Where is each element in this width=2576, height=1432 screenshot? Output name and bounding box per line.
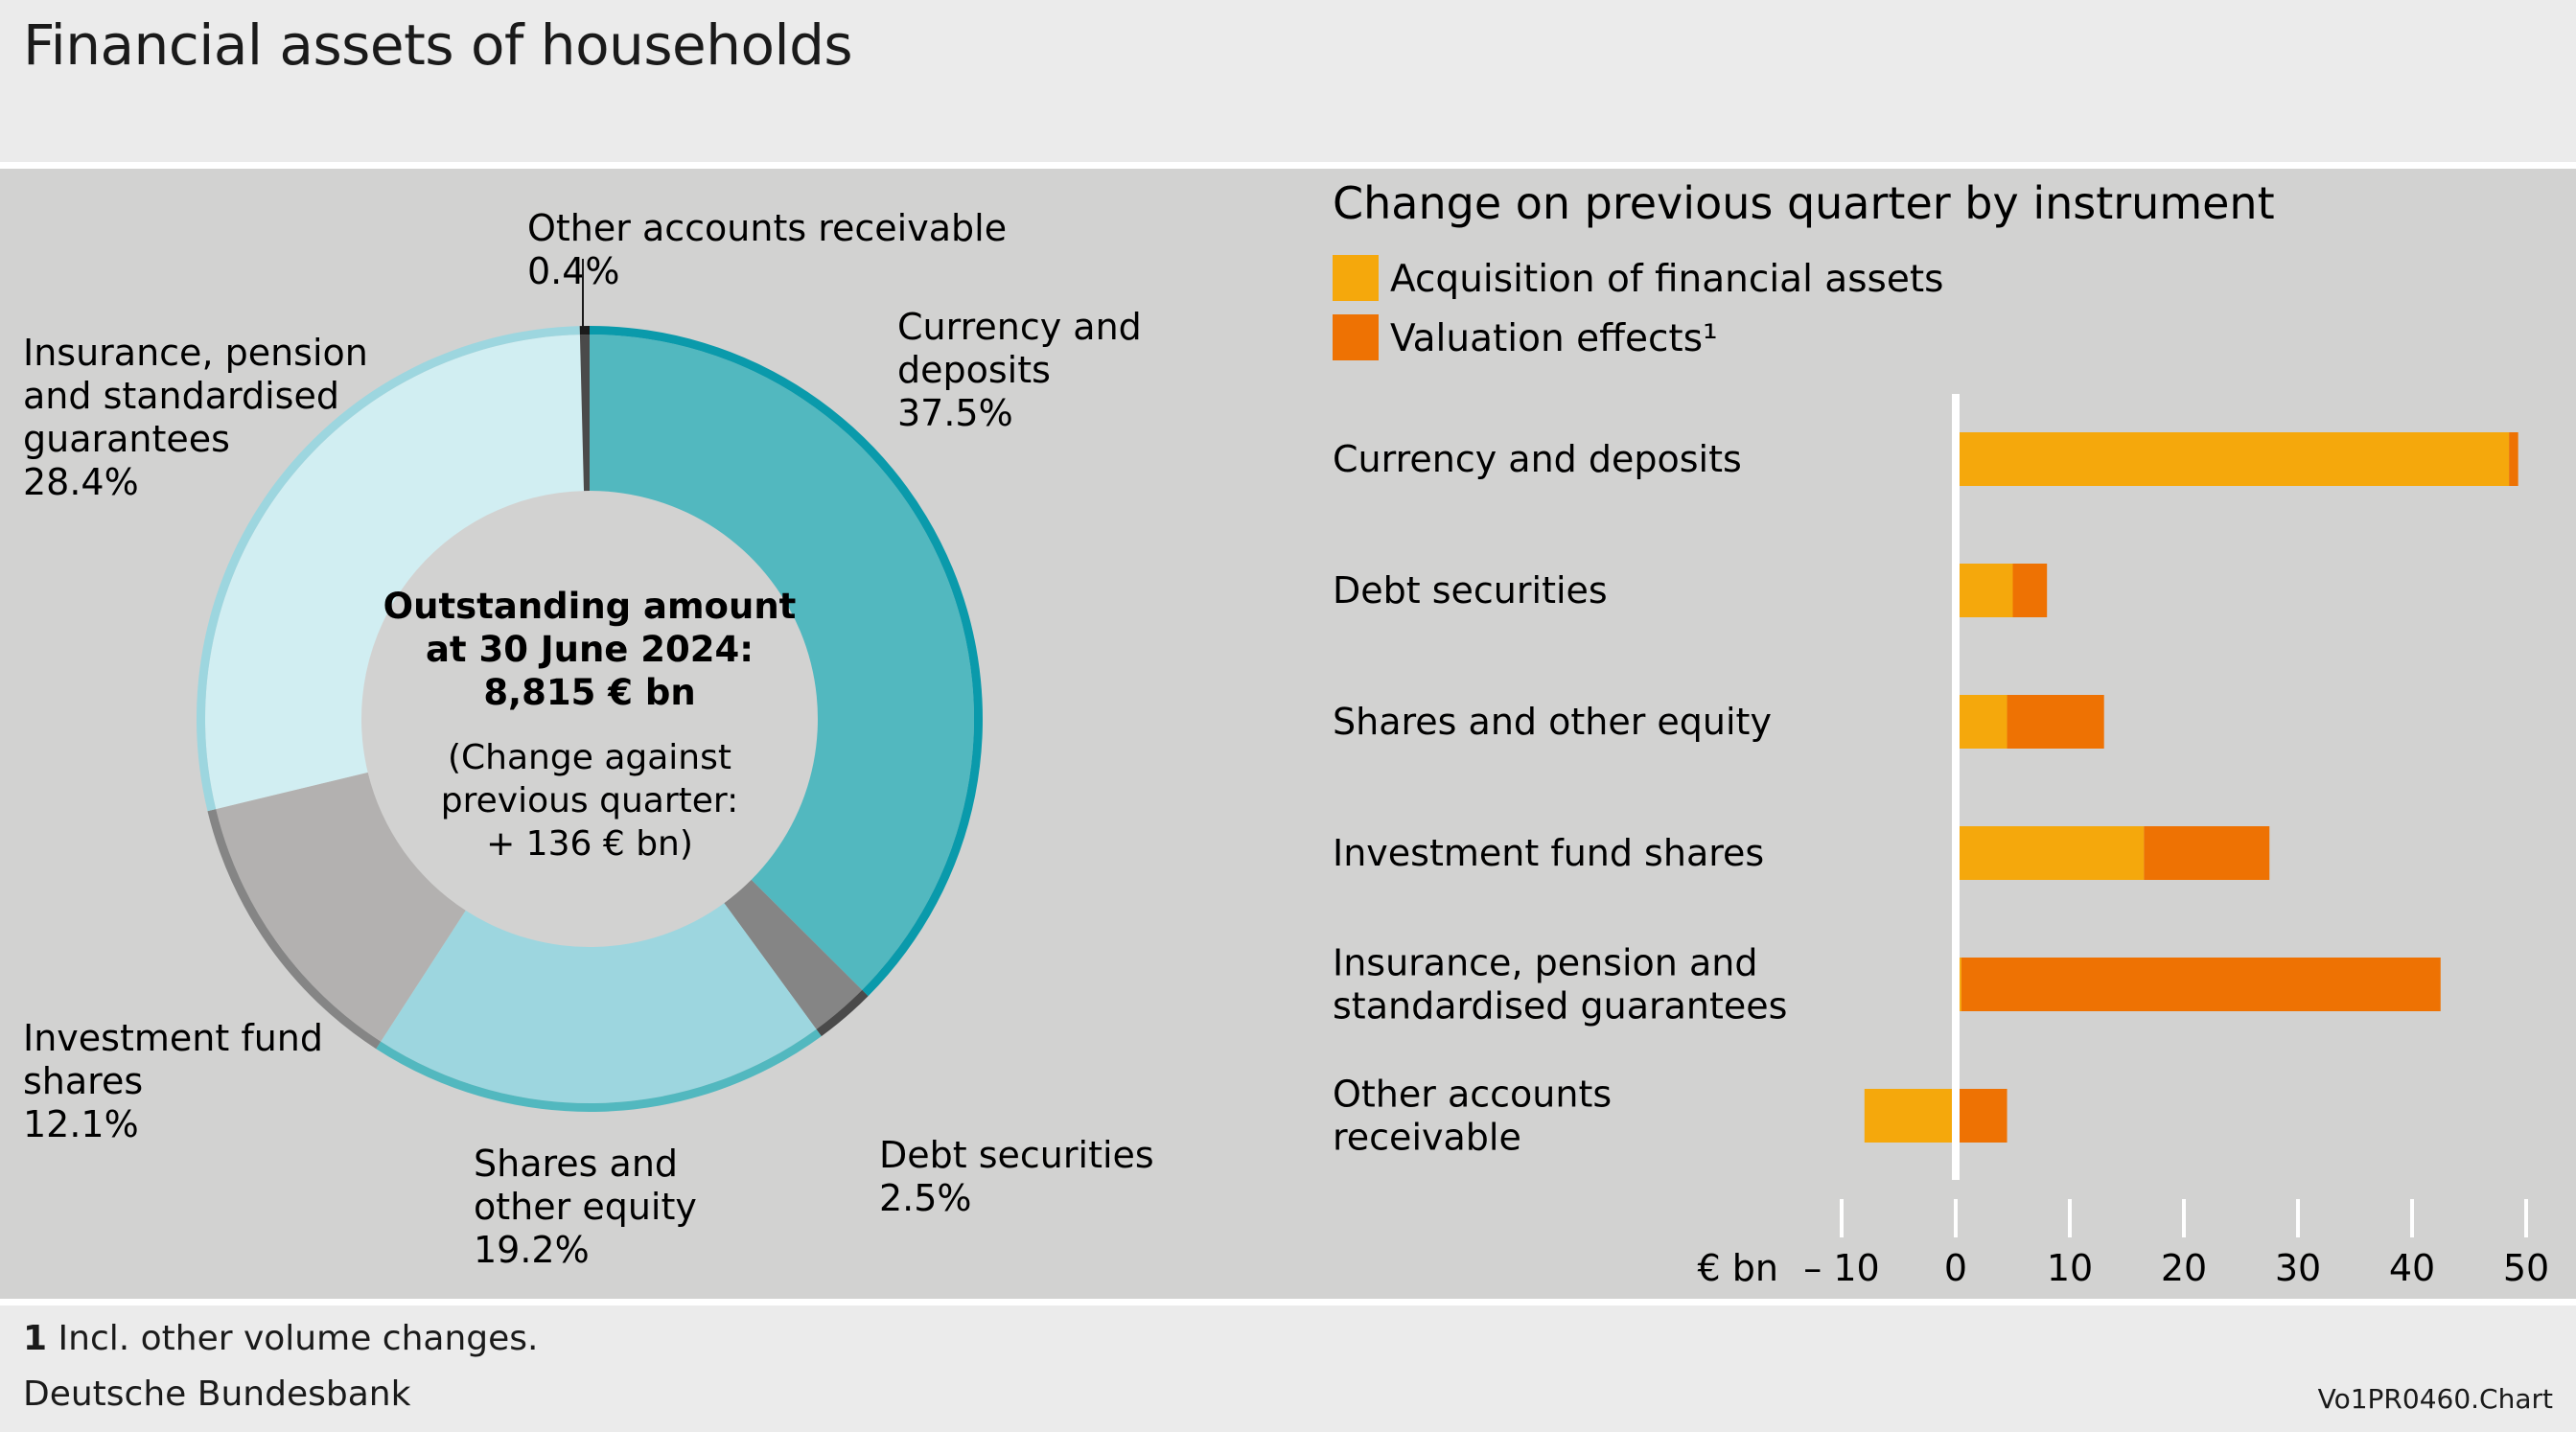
- chart-canvas: Outstanding amount at 30 June 2024: 8,81…: [23, 177, 2549, 1289]
- tick-mark: [2410, 1199, 2414, 1237]
- donut-slice-rim: [816, 989, 869, 1037]
- donut-label: Currency and: [897, 306, 1142, 348]
- axis-unit-label: € bn: [1698, 1247, 1778, 1289]
- bar-chart-title: Change on previous quarter by instrument: [1333, 177, 2275, 229]
- category-label: Other accounts: [1333, 1074, 1612, 1116]
- donut-label: Investment fund: [23, 1017, 323, 1059]
- center-line-2: at 30 June 2024:: [426, 629, 754, 670]
- donut-chart: [197, 326, 983, 1112]
- tick-mark: [2068, 1199, 2072, 1237]
- bar-segment: [2144, 826, 2270, 880]
- donut-pct-label: 19.2%: [474, 1229, 590, 1271]
- footnote-number: 1: [23, 1319, 48, 1358]
- legend-swatch: [1333, 314, 1379, 360]
- bar-segment: [1956, 826, 2145, 880]
- donut-label: deposits: [897, 349, 1051, 391]
- category-label: Investment fund shares: [1333, 832, 1764, 874]
- category-label: Currency and deposits: [1333, 438, 1742, 480]
- bar-segment: [1961, 958, 2441, 1011]
- donut-slice: [724, 879, 863, 1029]
- bar-segment: [1956, 695, 2007, 749]
- donut-label: Other accounts receivable: [527, 207, 1007, 249]
- donut-slice: [381, 903, 817, 1103]
- bar-segment: [1956, 564, 2013, 617]
- top-divider: [0, 162, 2576, 169]
- donut-label: Debt securities: [879, 1134, 1154, 1176]
- donut-label: and standardised: [23, 375, 339, 417]
- page-title: Financial assets of households: [23, 12, 853, 78]
- bar-segment: [1864, 1089, 1956, 1143]
- chart-id: Vo1PR0460.Chart: [2317, 1383, 2553, 1415]
- bottom-divider: [0, 1299, 2576, 1305]
- category-label: Shares and other equity: [1333, 701, 1772, 743]
- donut-label: Shares and: [474, 1143, 678, 1185]
- donut-slice-rim: [579, 326, 590, 335]
- donut-label: Insurance, pension: [23, 332, 368, 374]
- tick-mark: [2296, 1199, 2300, 1237]
- bar-segment: [1956, 1089, 2007, 1143]
- tick-label: 30: [2275, 1247, 2321, 1289]
- donut-label: guarantees: [23, 418, 230, 460]
- center-line-5: previous quarter:: [441, 781, 738, 820]
- tick-label: 10: [2047, 1247, 2093, 1289]
- footnote-text: Incl. other volume changes.: [47, 1319, 539, 1358]
- bar-segment: [2012, 564, 2048, 617]
- bar-segment: [2509, 432, 2518, 486]
- category-label: receivable: [1333, 1117, 1521, 1159]
- category-label: standardised guarantees: [1333, 985, 1787, 1028]
- tick-label: 0: [1944, 1247, 1967, 1289]
- bar-segment: [1956, 432, 2510, 486]
- tick-label: 40: [2389, 1247, 2435, 1289]
- donut-label: other equity: [474, 1186, 697, 1228]
- donut-pct-label: 37.5%: [897, 392, 1013, 434]
- donut-slice: [579, 335, 590, 492]
- donut-pct-label: 0.4%: [527, 250, 620, 292]
- category-label: Debt securities: [1333, 569, 1608, 612]
- center-line-6: + 136 € bn): [486, 824, 693, 864]
- donut-pct-label: 28.4%: [23, 461, 139, 503]
- tick-mark: [2524, 1199, 2528, 1237]
- donut-slice: [205, 335, 585, 810]
- footnote: 1 Incl. other volume changes.: [23, 1315, 538, 1363]
- donut-pct-label: 12.1%: [23, 1103, 139, 1145]
- donut-pct-label: 2.5%: [879, 1177, 972, 1219]
- tick-label: – 10: [1803, 1247, 1879, 1289]
- donut-slice: [590, 335, 974, 990]
- x-axis: – 10 0 10 20 30 40 50 € bn: [1698, 1199, 2549, 1289]
- legend-label: Acquisition of financial assets: [1390, 258, 1943, 301]
- center-line-1: Outstanding amount: [383, 586, 797, 627]
- tick-mark: [2182, 1199, 2186, 1237]
- bar-chart: Currency and deposits Debt securities Shar…: [1333, 394, 2518, 1180]
- legend-label: Valuation effects¹: [1390, 317, 1718, 360]
- donut-label: shares: [23, 1060, 143, 1102]
- donut-slice-rim: [376, 1028, 822, 1112]
- tick-mark: [1954, 1199, 1958, 1237]
- tick-label: 50: [2503, 1247, 2549, 1289]
- tick-label: 20: [2161, 1247, 2207, 1289]
- category-label: Insurance, pension and: [1333, 942, 1757, 984]
- legend-swatch: [1333, 255, 1379, 301]
- donut-center-text: Outstanding amount at 30 June 2024: 8,81…: [383, 586, 797, 864]
- zero-line: [1952, 394, 1960, 1180]
- tick-mark: [1840, 1199, 1844, 1237]
- legend: Acquisition of financial assets Valuation…: [1333, 255, 1943, 360]
- bar-segment: [2007, 695, 2104, 749]
- center-line-4: (Change against: [448, 738, 731, 777]
- donut-slice: [216, 772, 466, 1042]
- source: Deutsche Bundesbank: [23, 1374, 411, 1414]
- chart-panel: [0, 169, 2576, 1299]
- center-line-3: 8,815 € bn: [483, 672, 695, 713]
